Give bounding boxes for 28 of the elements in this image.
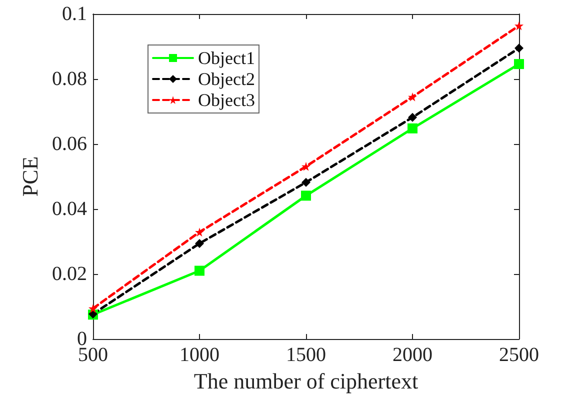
legend-label: Object1 <box>198 48 255 68</box>
point <box>408 123 418 134</box>
x-tick-label: 1000 <box>180 344 220 366</box>
point <box>88 304 98 313</box>
point <box>514 59 524 70</box>
x-axis-title: The number of ciphertext <box>194 368 418 394</box>
point <box>194 266 204 276</box>
x-tick-label: 500 <box>78 344 108 366</box>
x-tick-label: 2000 <box>392 344 432 366</box>
point <box>301 190 311 201</box>
x-tick-label: 1500 <box>286 344 326 366</box>
y-tick-label: 0.02 <box>52 263 87 285</box>
point <box>408 92 417 102</box>
point <box>195 228 204 237</box>
point <box>514 44 524 53</box>
x-tick-label: 2500 <box>499 344 539 366</box>
y-tick-label: 0.06 <box>52 133 87 155</box>
point <box>195 238 204 248</box>
point <box>514 21 524 30</box>
y-tick-label: 0.04 <box>52 198 87 220</box>
legend-label: Object3 <box>198 90 255 110</box>
y-axis-title: PCE <box>18 156 43 197</box>
legend-label: Object2 <box>198 69 255 89</box>
point <box>302 162 310 171</box>
point <box>302 178 310 187</box>
y-tick-label: 0.1 <box>62 3 87 25</box>
y-tick-label: 0.08 <box>52 68 87 90</box>
point <box>408 112 417 122</box>
